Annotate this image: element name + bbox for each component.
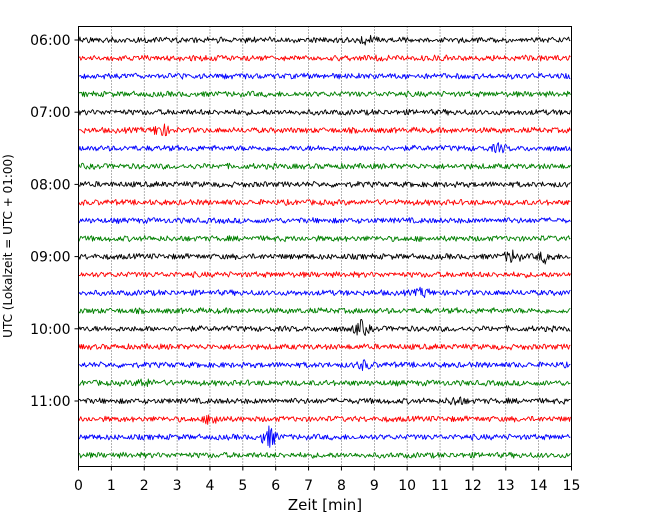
trace-line [78, 396, 571, 406]
y-axis-ticks: 06:00 07:00 08:00 09:00 10:00 11:00 [30, 33, 79, 410]
seismic-traces [78, 34, 571, 459]
x-tick-label: 6 [271, 478, 280, 494]
trace-line [78, 123, 571, 137]
x-tick-label: 0 [74, 478, 83, 494]
x-tick-label: 3 [173, 478, 182, 494]
y-axis-label: UTC (Lokalzeit = UTC + 01:00) [1, 154, 15, 338]
x-tick-label: 8 [337, 478, 346, 494]
trace-line [78, 249, 571, 265]
x-tick-label: 12 [464, 478, 482, 494]
trace-line [78, 90, 571, 98]
trace-line [78, 451, 571, 459]
trace-line [78, 54, 571, 62]
trace-line [78, 108, 571, 116]
trace-line [78, 180, 571, 188]
trace-line [79, 359, 571, 372]
trace-line [78, 34, 571, 46]
trace-line [78, 217, 571, 225]
trace-line [78, 414, 571, 425]
x-tick-label: 14 [530, 478, 548, 494]
trace-line [78, 162, 571, 170]
grid-lines [111, 26, 539, 467]
x-tick-label: 4 [206, 478, 215, 494]
x-tick-label: 1 [107, 478, 116, 494]
x-tick-label: 7 [304, 478, 313, 494]
x-tick-label: 10 [398, 478, 416, 494]
trace-line [78, 425, 571, 448]
y-tick-label: 07:00 [30, 105, 70, 121]
y-tick-label: 10:00 [30, 322, 70, 338]
trace-line [78, 142, 571, 154]
trace-line [78, 307, 571, 315]
trace-line [78, 72, 571, 80]
trace-line [78, 318, 571, 336]
trace-line [78, 199, 571, 206]
y-tick-label: 09:00 [30, 250, 70, 266]
y-tick-label: 08:00 [30, 177, 70, 193]
plot-frame [78, 26, 572, 467]
y-tick-label: 06:00 [30, 33, 70, 49]
y-tick-label: 11:00 [30, 394, 70, 410]
trace-line [78, 286, 571, 298]
x-tick-label: 5 [238, 478, 247, 494]
trace-line [78, 235, 571, 243]
x-tick-label: 13 [497, 478, 515, 494]
x-tick-label: 2 [140, 478, 149, 494]
x-tick-label: 9 [370, 478, 379, 494]
x-tick-label: 15 [563, 478, 581, 494]
x-axis-label: Zeit [min] [288, 496, 362, 514]
trace-line [79, 378, 571, 388]
trace-line [79, 271, 571, 279]
x-axis-ticks: 0 1 2 3 4 5 6 7 8 9 10 11 12 13 14 15 [74, 466, 581, 494]
x-tick-label: 11 [431, 478, 449, 494]
trace-line [78, 343, 571, 351]
